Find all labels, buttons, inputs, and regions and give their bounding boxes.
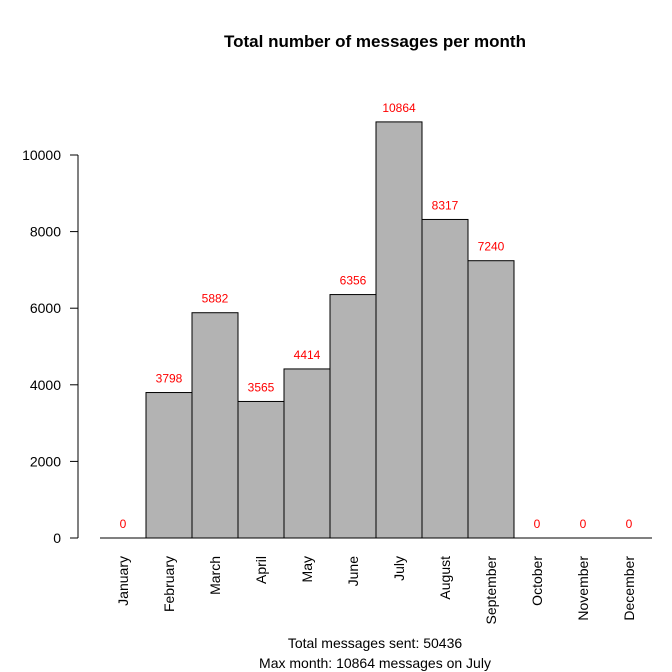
category-label: May bbox=[299, 556, 315, 582]
data-label: 0 bbox=[580, 517, 587, 531]
bar bbox=[467, 260, 515, 539]
category-label: June bbox=[345, 556, 361, 587]
y-tick-label: 0 bbox=[53, 530, 61, 546]
data-labels: 0 3798 5882 3565 4414 6356 10864 8317 7240 0 0 0 bbox=[120, 101, 633, 531]
data-label: 0 bbox=[534, 517, 541, 531]
category-label: February bbox=[161, 556, 177, 612]
data-label: 4414 bbox=[294, 348, 321, 362]
category-label: March bbox=[207, 556, 223, 595]
footer-total: Total messages sent: 50436 bbox=[288, 635, 463, 651]
y-tick-label: 10000 bbox=[22, 147, 61, 163]
bar bbox=[375, 121, 423, 539]
bar bbox=[329, 294, 377, 539]
chart-title: Total number of messages per month bbox=[224, 32, 526, 51]
bar bbox=[421, 218, 469, 539]
y-tick-label: 2000 bbox=[30, 453, 61, 469]
data-label: 3798 bbox=[156, 372, 183, 386]
category-labels: January February March April May June July Augu… bbox=[115, 556, 637, 625]
y-tick-label: 4000 bbox=[30, 377, 61, 393]
category-label: April bbox=[253, 556, 269, 584]
bar bbox=[283, 368, 331, 539]
data-label: 8317 bbox=[432, 198, 459, 212]
data-label: 0 bbox=[120, 517, 127, 531]
footer-max: Max month: 10864 messages on July bbox=[259, 655, 491, 671]
bar bbox=[237, 400, 285, 539]
y-tick-label: 8000 bbox=[30, 224, 61, 240]
category-label: October bbox=[529, 556, 545, 606]
category-label: August bbox=[437, 556, 453, 600]
data-label: 5882 bbox=[202, 292, 229, 306]
data-label: 6356 bbox=[340, 274, 367, 288]
category-label: December bbox=[621, 556, 637, 621]
y-axis: 0 2000 4000 6000 8000 10000 bbox=[22, 147, 79, 546]
data-label: 0 bbox=[626, 517, 633, 531]
data-label: 10864 bbox=[382, 101, 416, 115]
category-label: July bbox=[391, 556, 407, 581]
category-label: November bbox=[575, 556, 591, 621]
data-label: 7240 bbox=[478, 240, 505, 254]
category-label: January bbox=[115, 556, 131, 606]
y-tick-label: 6000 bbox=[30, 300, 61, 316]
bar bbox=[191, 312, 239, 539]
data-label: 3565 bbox=[248, 380, 275, 394]
bar bbox=[145, 392, 193, 539]
category-label: September bbox=[483, 556, 499, 625]
bars bbox=[145, 121, 515, 539]
